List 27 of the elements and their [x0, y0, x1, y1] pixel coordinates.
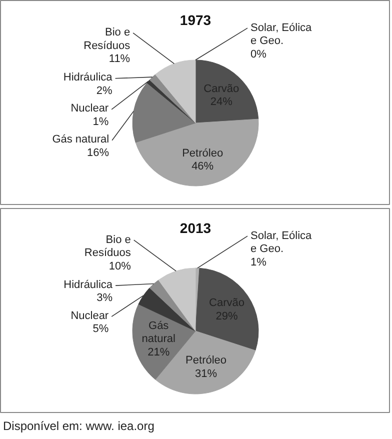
chart-title: 1973	[180, 12, 212, 28]
data-label: 2%	[96, 84, 113, 97]
data-label: 1%	[250, 256, 267, 268]
data-label: 1%	[92, 116, 109, 128]
data-label: 10%	[108, 260, 132, 272]
data-label: 31%	[195, 368, 218, 380]
slice-label: Bio e Resíduos	[84, 234, 132, 260]
slice-label: Hidráulica	[64, 278, 114, 291]
slice-label: Petróleo	[186, 354, 227, 367]
slice-label: Gás natural	[52, 134, 110, 146]
slice-label: Hidráulica	[63, 72, 114, 84]
data-label: 3%	[96, 292, 113, 304]
data-label: 21%	[148, 346, 170, 358]
slice-label: Petróleo	[182, 148, 224, 160]
text: Disponível em: www. iea.org	[3, 418, 154, 435]
data-label: 46%	[192, 160, 214, 173]
slice-label: Bio e Resíduos	[84, 26, 131, 52]
slice-label: Solar, Eólica e Geo.	[250, 230, 313, 256]
data-label: 11%	[108, 53, 130, 66]
category-label: Solar, Eólica e Geo.	[250, 22, 312, 48]
text: 0%	[250, 48, 266, 60]
slice-label: Gás natural	[142, 320, 176, 346]
slice-label: Nuclear	[70, 310, 109, 322]
slice-label: Nuclear	[70, 102, 109, 115]
data-label: 16%	[87, 146, 110, 159]
data-label: 5%	[92, 322, 109, 335]
chart-title: 2013	[180, 220, 212, 236]
